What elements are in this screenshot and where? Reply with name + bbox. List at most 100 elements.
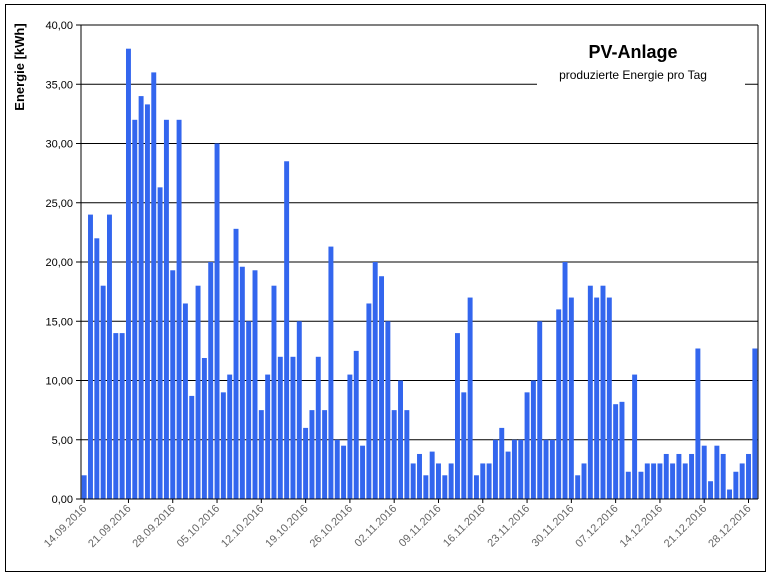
bar	[182, 303, 188, 499]
x-tick-label: 21.09.2016	[86, 503, 133, 550]
x-tick-label: 26.10.2016	[308, 503, 355, 550]
y-tick-label: 35,00	[45, 79, 73, 91]
y-tick-label: 25,00	[45, 198, 73, 210]
bar	[505, 451, 511, 499]
bar	[107, 214, 112, 499]
bar	[125, 48, 131, 499]
bar	[201, 357, 207, 499]
bar	[638, 471, 644, 499]
bar	[708, 481, 714, 499]
x-tick-label: 12.10.2016	[219, 503, 266, 550]
bar	[423, 475, 429, 499]
bar	[739, 463, 745, 499]
bar	[644, 463, 650, 499]
bars	[81, 48, 758, 500]
chart-subtitle: produzierte Energie pro Tag	[559, 68, 707, 82]
bar	[170, 270, 176, 499]
bar	[252, 270, 258, 499]
bar	[119, 333, 125, 499]
bar	[246, 321, 252, 499]
bar	[518, 439, 524, 499]
bar	[543, 439, 549, 499]
bar	[448, 463, 454, 499]
bar	[410, 463, 416, 499]
grid-lines	[81, 24, 758, 500]
x-tick-label: 14.09.2016	[42, 503, 89, 550]
bar	[417, 453, 422, 499]
y-tick-labels: 0,00 5,00 10,00 15,00 20,00 25,00 30,00 35,00 40…	[45, 20, 73, 506]
bar	[455, 333, 460, 499]
y-tick-label: 40,00	[45, 20, 73, 32]
x-tick-label: 23.11.2016	[485, 503, 532, 550]
bar	[727, 489, 732, 499]
bar	[461, 392, 467, 499]
bar	[746, 453, 751, 499]
bar	[619, 401, 625, 499]
bar	[258, 410, 264, 500]
bar	[663, 453, 669, 499]
bar	[676, 453, 682, 499]
bar	[347, 374, 353, 499]
bar	[277, 356, 283, 499]
bar	[315, 356, 321, 499]
bar	[163, 119, 169, 500]
bar	[391, 410, 397, 500]
bar	[353, 350, 359, 500]
bar	[467, 297, 473, 499]
bar	[530, 380, 536, 499]
bar	[220, 392, 226, 499]
bar	[132, 119, 138, 500]
bar	[379, 276, 385, 499]
bar	[549, 439, 555, 499]
bar	[492, 439, 498, 499]
bar	[195, 285, 201, 499]
bar	[556, 309, 562, 499]
bar	[473, 475, 479, 499]
bar	[511, 439, 517, 499]
bar	[587, 285, 593, 499]
x-tick-label: 28.09.2016	[130, 503, 177, 550]
bar	[575, 475, 581, 499]
bar	[100, 285, 106, 499]
bar	[113, 333, 119, 499]
bar	[296, 321, 302, 499]
y-tick-label: 5,00	[52, 435, 73, 447]
title-box	[537, 35, 745, 87]
bar	[151, 72, 157, 500]
x-tick-label: 21.12.2016	[662, 503, 709, 550]
bar	[334, 439, 340, 499]
y-tick-label: 30,00	[45, 139, 73, 151]
bar	[752, 348, 758, 499]
bar	[429, 451, 435, 499]
axes	[76, 24, 759, 503]
bar	[524, 392, 530, 499]
y-tick-label: 10,00	[45, 376, 73, 388]
bar	[606, 297, 612, 499]
bar	[594, 297, 600, 499]
bar	[714, 445, 720, 499]
bar	[94, 238, 100, 500]
bar	[366, 303, 372, 499]
bar	[695, 348, 701, 499]
bar	[682, 463, 688, 499]
bar	[227, 374, 233, 499]
bar	[442, 475, 448, 499]
bar	[720, 453, 726, 499]
bar	[284, 161, 290, 499]
x-tick-label: 30.11.2016	[530, 503, 577, 550]
bar	[144, 104, 150, 500]
bar	[632, 374, 638, 499]
y-tick-label: 15,00	[45, 316, 73, 328]
bar	[537, 321, 543, 499]
bar	[81, 475, 87, 499]
bar	[404, 410, 410, 500]
bar	[157, 187, 163, 499]
bar	[562, 262, 568, 499]
bar	[581, 463, 587, 499]
x-tick-label: 02.11.2016	[352, 503, 399, 550]
bar	[689, 453, 695, 499]
chart-frame: 0,00 5,00 10,00 15,00 20,00 25,00 30,00 35,00 40…	[5, 4, 766, 572]
bar	[328, 246, 334, 499]
y-tick-label: 20,00	[45, 257, 73, 269]
bar	[138, 96, 144, 499]
